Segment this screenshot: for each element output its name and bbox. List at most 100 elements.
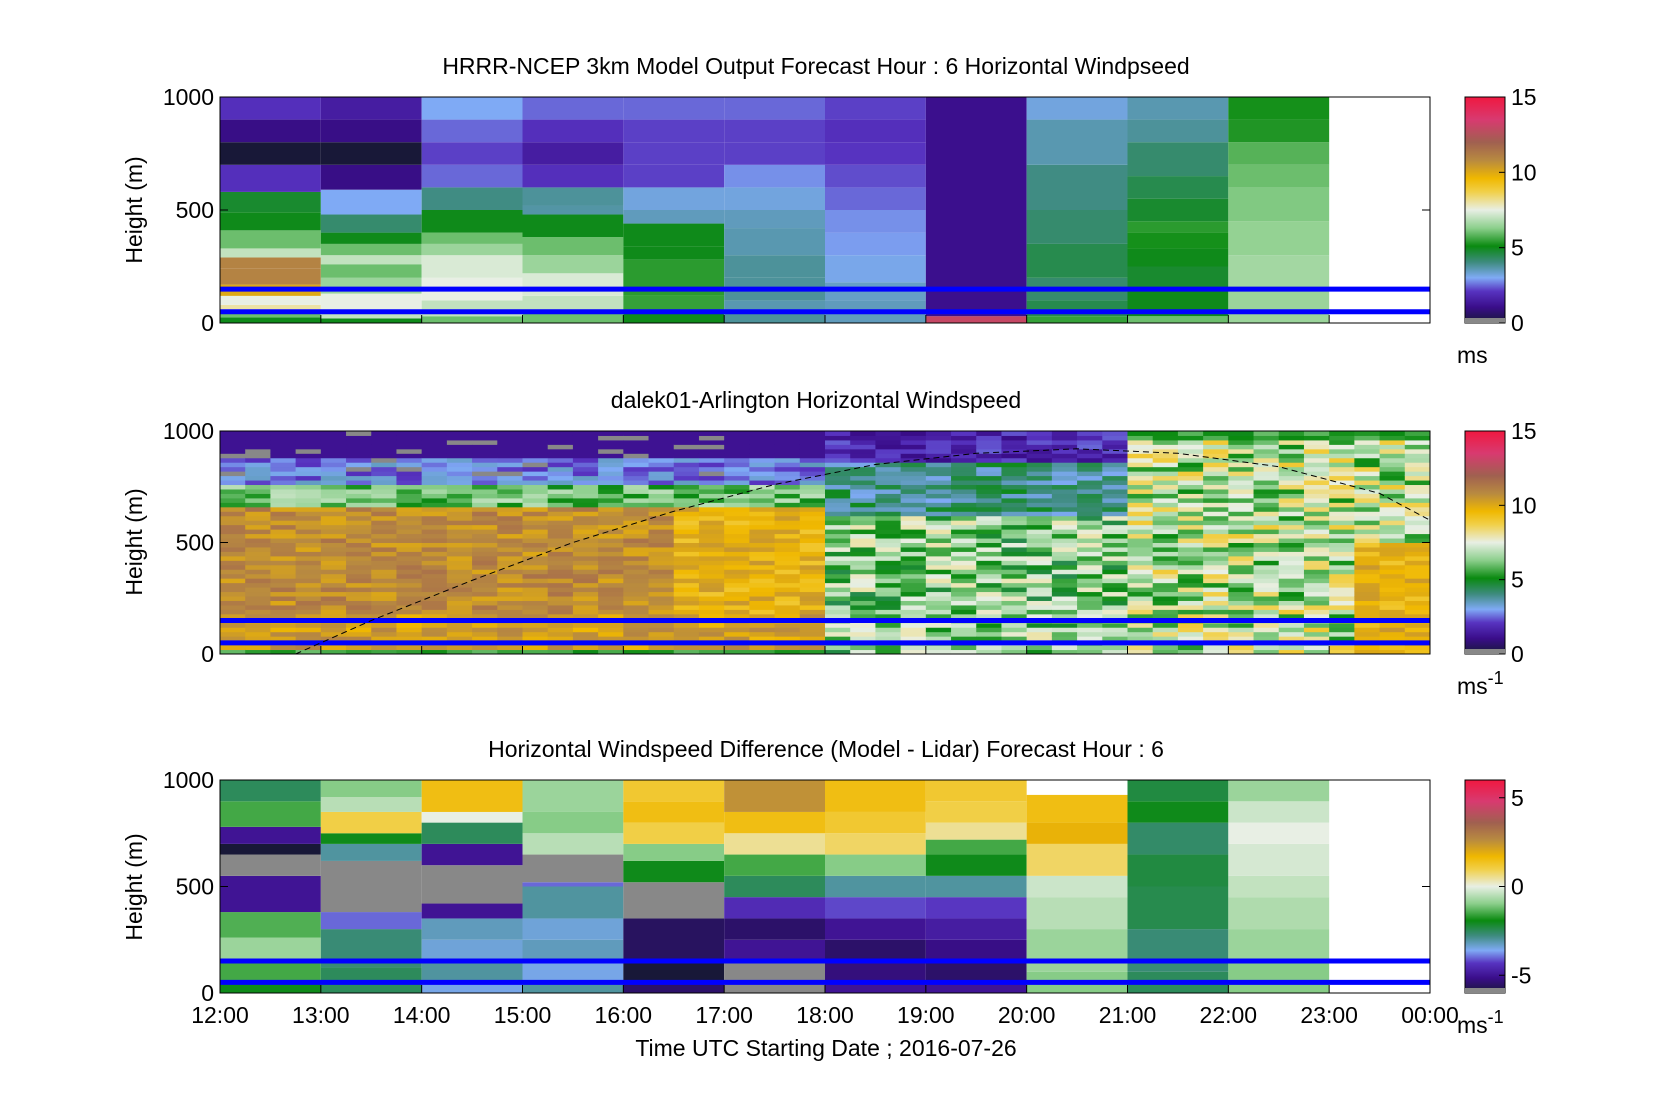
heat-cell-1-2-48	[270, 435, 297, 441]
heat-cell-1-3-3	[295, 636, 322, 642]
heat-cell-1-2-0	[270, 649, 297, 655]
heat-cell-1-33-16	[1051, 578, 1078, 584]
heat-cell-1-20-25	[724, 538, 750, 543]
heat-cell-1-4-0	[320, 649, 347, 655]
heat-cell-1-39-34	[1203, 497, 1229, 503]
heat-cell-1-37-43	[1152, 457, 1179, 463]
heat-cell-1-2-15	[270, 582, 297, 588]
heat-cell-1-15-4	[598, 631, 624, 637]
heat-cell-2-2-9	[421, 780, 523, 812]
heat-cell-1-14-10	[572, 604, 599, 610]
heat-cell-1-15-45	[598, 448, 624, 454]
heat-cell-1-38-44	[1177, 453, 1204, 459]
heat-cell-1-12-17	[522, 573, 549, 579]
heat-cell-1-34-0	[1077, 649, 1103, 655]
heat-cell-1-43-48	[1303, 435, 1330, 441]
heat-cell-1-44-48	[1329, 435, 1355, 441]
heat-cell-1-2-9	[270, 609, 297, 615]
heat-cell-1-45-31	[1354, 511, 1381, 517]
heat-cell-2-2-5	[421, 865, 523, 904]
heat-cell-1-35-20	[1102, 560, 1128, 566]
colorbar-tick-label: 15	[1511, 418, 1537, 444]
heat-cell-1-41-3	[1253, 636, 1280, 642]
heat-cell-1-13-8	[547, 613, 574, 619]
heat-cell-0-1-0	[320, 318, 422, 323]
heat-cell-1-31-49	[1001, 431, 1028, 436]
heat-cell-1-19-13	[698, 591, 725, 597]
heat-cell-1-6-19	[371, 564, 397, 570]
heat-cell-1-31-4	[1001, 631, 1028, 637]
heat-cell-1-32-37	[1026, 484, 1053, 490]
heat-cell-1-28-24	[925, 542, 952, 548]
heat-cell-1-28-17	[925, 573, 952, 579]
heat-cell-1-2-45	[270, 448, 297, 454]
heat-cell-1-11-17	[497, 573, 523, 579]
heat-cell-1-11-14	[497, 587, 523, 593]
heat-cell-1-46-21	[1379, 555, 1406, 561]
heat-cell-1-16-14	[623, 587, 650, 593]
heat-cell-1-34-10	[1077, 604, 1103, 610]
heat-cell-1-27-36	[900, 488, 927, 494]
heat-cell-1-25-23	[850, 546, 876, 552]
heat-cell-1-10-29	[472, 520, 498, 526]
heat-cell-1-20-46	[724, 444, 750, 450]
heat-cell-1-38-12	[1177, 596, 1204, 601]
heat-cell-1-30-16	[976, 578, 1002, 584]
heat-cell-1-35-18	[1102, 569, 1128, 575]
heat-cell-1-43-43	[1303, 457, 1330, 463]
heat-cell-1-46-6	[1379, 622, 1406, 628]
heat-cell-1-4-27	[320, 529, 347, 535]
heat-cell-1-23-9	[799, 609, 826, 615]
heat-cell-1-33-4	[1051, 631, 1078, 637]
heat-cell-1-5-49	[346, 431, 372, 436]
heat-cell-1-2-16	[270, 578, 297, 584]
heat-cell-1-1-1	[245, 645, 271, 651]
heat-cell-1-6-39	[371, 475, 397, 481]
heat-cell-1-29-48	[951, 435, 977, 441]
heat-cell-1-37-21	[1152, 555, 1179, 561]
heat-cell-1-23-44	[799, 453, 826, 459]
heat-cell-1-36-9	[1127, 609, 1154, 615]
heat-cell-1-45-39	[1354, 475, 1381, 481]
heat-cell-1-7-40	[396, 471, 423, 477]
heat-cell-2-1-8	[320, 797, 422, 812]
heat-cell-1-1-19	[245, 564, 271, 570]
heat-cell-1-4-40	[320, 471, 347, 477]
heat-cell-1-39-5	[1203, 627, 1229, 633]
heat-cell-1-0-0	[220, 649, 246, 655]
heat-cell-1-21-41	[749, 466, 776, 472]
heat-cell-1-29-30	[951, 515, 977, 521]
heat-cell-1-47-6	[1404, 622, 1431, 628]
heat-cell-1-2-26	[270, 533, 297, 539]
heat-cell-1-28-6	[925, 622, 952, 628]
heat-cell-0-6-3	[825, 255, 926, 283]
heat-cell-1-42-6	[1278, 622, 1305, 628]
heat-cell-1-45-13	[1354, 591, 1381, 597]
heat-cell-1-31-31	[1001, 511, 1028, 517]
heat-cell-1-40-22	[1228, 551, 1255, 557]
heat-cell-1-43-42	[1303, 462, 1330, 468]
heat-cell-1-21-16	[749, 578, 776, 584]
heat-cell-2-1-0	[320, 982, 422, 993]
heat-cell-2-7-10	[925, 780, 1027, 802]
heat-cell-1-18-25	[673, 538, 700, 543]
heat-cell-1-29-27	[951, 529, 977, 535]
heat-cell-1-0-39	[220, 475, 246, 481]
heat-cell-1-34-32	[1077, 506, 1103, 512]
heat-cell-1-5-13	[346, 591, 372, 597]
heat-cell-1-36-18	[1127, 569, 1154, 575]
y-tick-label: 1000	[163, 418, 214, 444]
heat-cell-1-47-39	[1404, 475, 1431, 481]
heat-cell-1-4-17	[320, 573, 347, 579]
heat-cell-1-39-38	[1203, 480, 1229, 486]
heat-cell-1-31-46	[1001, 444, 1028, 450]
heat-cell-1-35-5	[1102, 627, 1128, 633]
heat-cell-1-22-30	[774, 515, 801, 521]
heat-cell-1-34-11	[1077, 600, 1103, 606]
heat-cell-1-46-19	[1379, 564, 1406, 570]
heat-cell-1-16-32	[623, 506, 650, 512]
heat-cell-1-30-44	[976, 453, 1002, 459]
heat-cell-1-47-13	[1404, 591, 1431, 597]
heat-cell-1-43-47	[1303, 439, 1330, 445]
